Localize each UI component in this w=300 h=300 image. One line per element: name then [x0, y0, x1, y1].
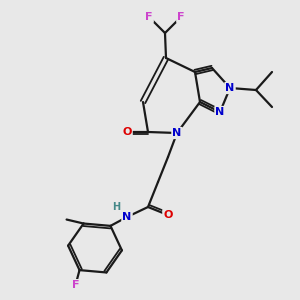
Text: O: O: [163, 210, 173, 220]
Text: N: N: [122, 212, 132, 222]
Text: N: N: [215, 107, 225, 117]
Text: F: F: [72, 280, 79, 290]
Text: N: N: [172, 128, 182, 138]
Text: F: F: [145, 12, 153, 22]
Text: F: F: [177, 12, 185, 22]
Text: H: H: [112, 202, 120, 212]
Text: O: O: [122, 127, 132, 137]
Text: N: N: [225, 83, 235, 93]
